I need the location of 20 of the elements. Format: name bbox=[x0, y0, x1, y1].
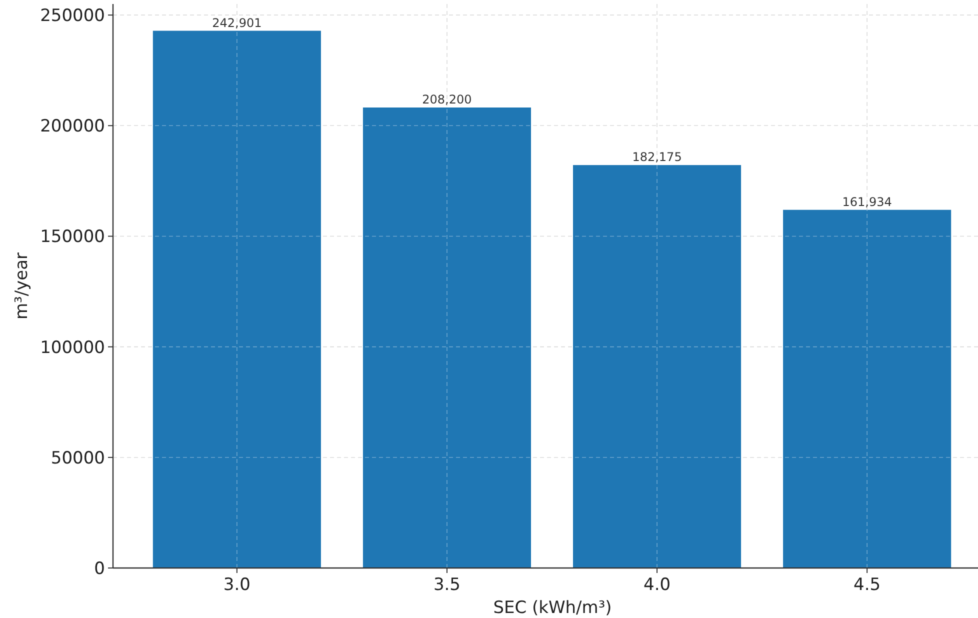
y-tick-label: 250000 bbox=[40, 6, 105, 26]
data-label: 182,175 bbox=[632, 150, 682, 164]
data-label: 208,200 bbox=[422, 92, 472, 107]
data-label: 161,934 bbox=[842, 194, 892, 209]
y-tick-label: 100000 bbox=[40, 338, 105, 358]
data-label: 242,901 bbox=[212, 16, 262, 30]
bar bbox=[362, 108, 531, 568]
y-tick-label: 150000 bbox=[40, 227, 105, 248]
bar bbox=[152, 30, 321, 568]
bar bbox=[573, 165, 742, 568]
y-axis-title: m³/year bbox=[12, 252, 32, 320]
y-tick-label: 50000 bbox=[50, 448, 105, 468]
y-tick-label: 0 bbox=[94, 558, 105, 579]
x-tick-label: 4.5 bbox=[854, 575, 881, 595]
x-tick-label: 3.0 bbox=[223, 575, 250, 595]
y-tick-label: 200000 bbox=[40, 116, 105, 137]
bar bbox=[783, 210, 952, 568]
x-tick-label: 4.0 bbox=[644, 575, 671, 595]
x-tick-label: 3.5 bbox=[433, 575, 460, 595]
x-axis-title: SEC (kWh/m³) bbox=[493, 598, 612, 618]
